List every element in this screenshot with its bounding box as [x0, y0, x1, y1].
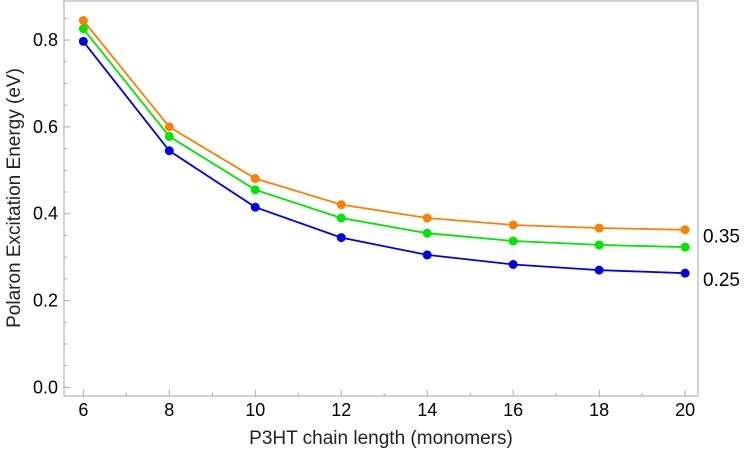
x-axis-ticks: 6 8 10 12 14 16 18 20 — [78, 390, 695, 420]
series-1-line — [82, 19, 686, 231]
series-3-point — [164, 146, 174, 156]
x-axis-label: P3HT chain length (monomers) — [249, 428, 513, 449]
plot-frame — [63, 0, 699, 397]
y-tick-label: 0.4 — [33, 204, 58, 224]
y-tick-label: 0.2 — [33, 291, 58, 311]
series-1-point — [250, 174, 260, 184]
series-3-point — [594, 265, 604, 275]
right-side-labels: 0.35 0.25 — [703, 226, 740, 290]
y-tick-label: 0.6 — [33, 117, 58, 137]
x-tick-label: 10 — [245, 400, 265, 420]
series-2-point — [594, 240, 604, 250]
series-2-point — [422, 228, 432, 238]
x-tick-label: 12 — [331, 400, 351, 420]
series-layer — [78, 16, 690, 278]
series-3-point — [250, 202, 260, 212]
series-3-point — [508, 259, 518, 269]
y-tick-label: 0.8 — [33, 30, 58, 50]
series-1-point — [680, 225, 690, 235]
x-tick-label: 8 — [164, 400, 174, 420]
x-tick-label: 20 — [675, 400, 695, 420]
right-side-label: 0.25 — [703, 270, 740, 291]
series-2-line — [82, 28, 686, 248]
series-2-point — [508, 236, 518, 246]
series-3-point — [78, 36, 88, 46]
series-3-point — [422, 250, 432, 260]
x-tick-label: 18 — [589, 400, 609, 420]
x-tick-label: 16 — [503, 400, 523, 420]
series-2-point — [680, 242, 690, 252]
y-axis-label: Polaron Excitation Energy (eV) — [4, 68, 25, 328]
y-tick-label: 0.0 — [33, 377, 58, 397]
series-1-point — [594, 223, 604, 233]
series-1-point — [336, 200, 346, 210]
series-3-line — [82, 40, 686, 275]
x-tick-label: 6 — [78, 400, 88, 420]
series-2-point — [78, 24, 88, 34]
series-3-point — [336, 233, 346, 243]
series-2-point — [164, 131, 174, 141]
x-tick-label: 14 — [417, 400, 437, 420]
series-2-point — [336, 213, 346, 223]
series-2-point — [250, 185, 260, 195]
series-1-point — [422, 213, 432, 223]
series-3-point — [680, 268, 690, 278]
right-side-label: 0.35 — [703, 226, 740, 247]
series-1-point — [78, 16, 88, 26]
y-axis-ticks: 0.0 0.2 0.4 0.6 0.8 — [33, 17, 70, 397]
series-1-point — [508, 220, 518, 230]
series-1-point — [164, 122, 174, 132]
